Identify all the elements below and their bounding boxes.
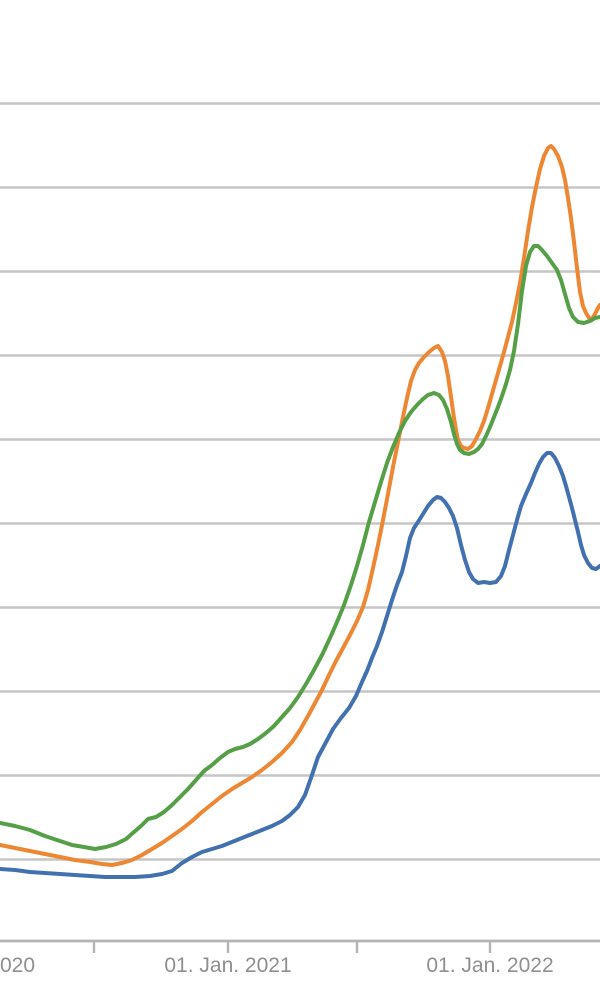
x-axis-tick-label: 01. Jan. 2021 — [164, 954, 291, 977]
orange-series-line — [0, 144, 600, 867]
green-series-line — [0, 244, 600, 851]
blue-series-line — [0, 451, 600, 879]
x-axis-tick-label: 020 — [0, 954, 35, 977]
x-axis-tick-label: 01. Jan. 2022 — [426, 954, 553, 977]
series-group — [0, 144, 600, 879]
gridlines-group — [0, 102, 600, 861]
x-axis-labels-group: 020 01. Jan. 2021 01. Jan. 2022 — [0, 954, 554, 977]
x-axis-group — [0, 939, 600, 953]
